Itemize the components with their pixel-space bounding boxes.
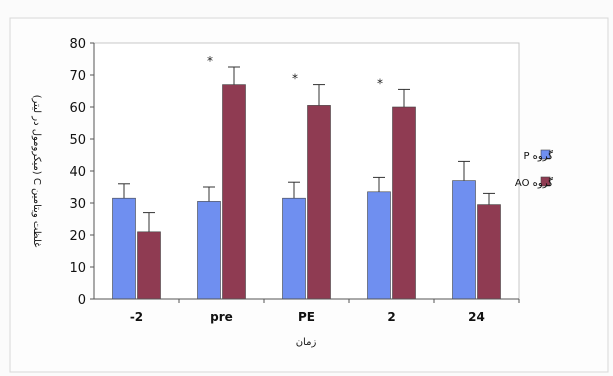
significance-marker: * bbox=[377, 76, 383, 90]
significance-marker: * bbox=[292, 72, 298, 86]
plot-area bbox=[93, 42, 520, 300]
error-bars-group bbox=[118, 66, 495, 232]
bar-p-4 bbox=[452, 180, 476, 300]
y-tick-label: 10 bbox=[69, 261, 86, 276]
y-tick-label: 70 bbox=[69, 69, 86, 84]
legend-label-ao: گروه AO bbox=[515, 177, 553, 189]
x-tick-label: 2 bbox=[387, 310, 395, 324]
bar-p-2 bbox=[282, 197, 306, 300]
bar-p-1 bbox=[197, 201, 221, 300]
x-axis-title: زمان bbox=[296, 337, 317, 348]
y-axis: 0 10 20 30 40 50 60 70 80 bbox=[69, 37, 95, 308]
bar-ao-3 bbox=[392, 106, 416, 300]
y-axis-title: غلظت ویتامین C (میکرومول در لیتر) bbox=[31, 95, 42, 248]
y-tick-label: 20 bbox=[69, 229, 86, 244]
y-tick-label: 0 bbox=[78, 293, 86, 308]
y-tick-label: 50 bbox=[69, 133, 86, 148]
x-tick-label: pre bbox=[210, 310, 233, 324]
legend-swatch-p bbox=[540, 149, 551, 160]
y-tick-label: 40 bbox=[69, 165, 86, 180]
bar-ao-4 bbox=[477, 204, 501, 300]
bar-ao-1 bbox=[222, 84, 246, 300]
x-tick-label: -2 bbox=[130, 310, 143, 324]
bar-p-0 bbox=[112, 197, 136, 300]
legend: گروه P گروه AO bbox=[515, 149, 553, 189]
x-tick-label: PE bbox=[298, 310, 315, 324]
legend-swatch-ao bbox=[540, 176, 551, 187]
legend-label-p: گروه P bbox=[523, 150, 553, 162]
significance-group: * * * bbox=[207, 54, 383, 90]
bar-ao-0 bbox=[137, 231, 161, 300]
y-tick-label: 30 bbox=[69, 197, 86, 212]
bar-ao-2 bbox=[307, 105, 331, 300]
x-tick-label: 24 bbox=[468, 310, 485, 324]
bars-group bbox=[112, 84, 501, 300]
significance-marker: * bbox=[207, 54, 213, 68]
y-tick-label: 80 bbox=[69, 37, 86, 52]
y-tick-label: 60 bbox=[69, 101, 86, 116]
x-axis: -2 pre PE 2 24 bbox=[94, 298, 520, 324]
bar-p-3 bbox=[367, 191, 391, 300]
